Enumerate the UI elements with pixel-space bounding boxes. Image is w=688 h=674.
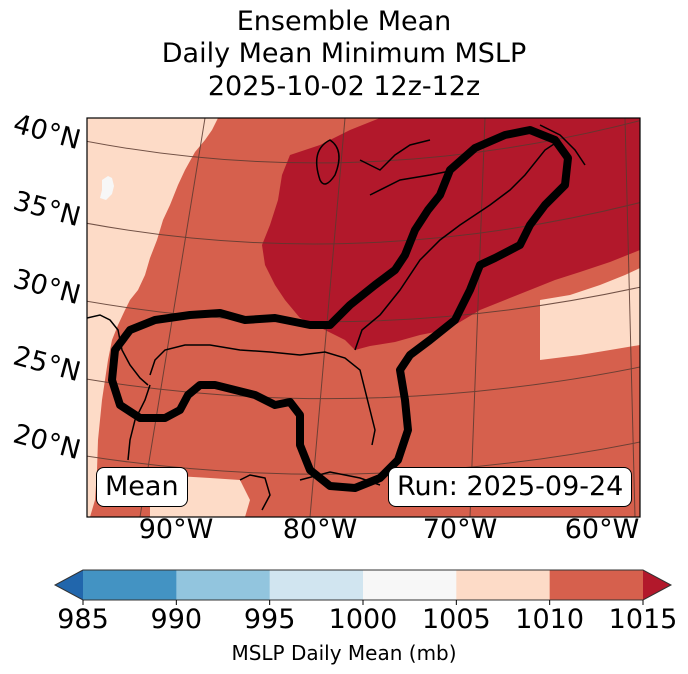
colorbar-tick-label: 1000 [328,604,398,635]
lon-label-60w: 60°W [564,514,640,545]
colorbar-extend-low [55,570,83,600]
title-line-1: Ensemble Mean [236,6,452,37]
colorbar-tick-label: 1015 [608,604,678,635]
colorbar-tick-label: 1005 [421,604,491,635]
region-west-plains [87,118,218,517]
colorbar-bin-990-995 [176,570,271,600]
colorbar-bin-1005-1010 [456,570,551,600]
coastlines [87,124,586,511]
colorbar-bin-1000-1005 [363,570,457,600]
lon-label-70w: 70°W [422,514,498,545]
colorbar-label: MSLP Daily Mean (mb) [231,641,457,665]
colorbar [53,569,673,605]
lon-label-80w: 80°W [282,514,358,545]
colorbar-tick-label: 985 [57,604,109,635]
title-line-3: 2025-10-02 12z-12z [207,71,481,102]
region-atlantic-patch [540,268,640,360]
colorbar-tick-label: 990 [150,604,203,635]
map-frame [86,117,641,518]
colorbar-tick-label: 995 [243,604,296,635]
title-line-2: Daily Mean Minimum MSLP [161,38,527,69]
region-small-patch-west [100,176,114,200]
colorbar-extend-high [643,570,671,600]
lon-label-90w: 90°W [138,514,214,545]
mean-label-box: Mean [96,467,188,507]
region-northeast-great-lakes [262,118,640,350]
gridlines [87,118,640,517]
colorbar-bin-985-990 [83,570,177,600]
colorbar-bin-1010-1015 [549,570,644,600]
colorbar-tick-label: 1010 [515,604,585,635]
colorbar-bin-995-1000 [269,570,364,600]
run-date-label-box: Run: 2025-09-24 [388,467,633,507]
threshold-contour [108,126,572,492]
